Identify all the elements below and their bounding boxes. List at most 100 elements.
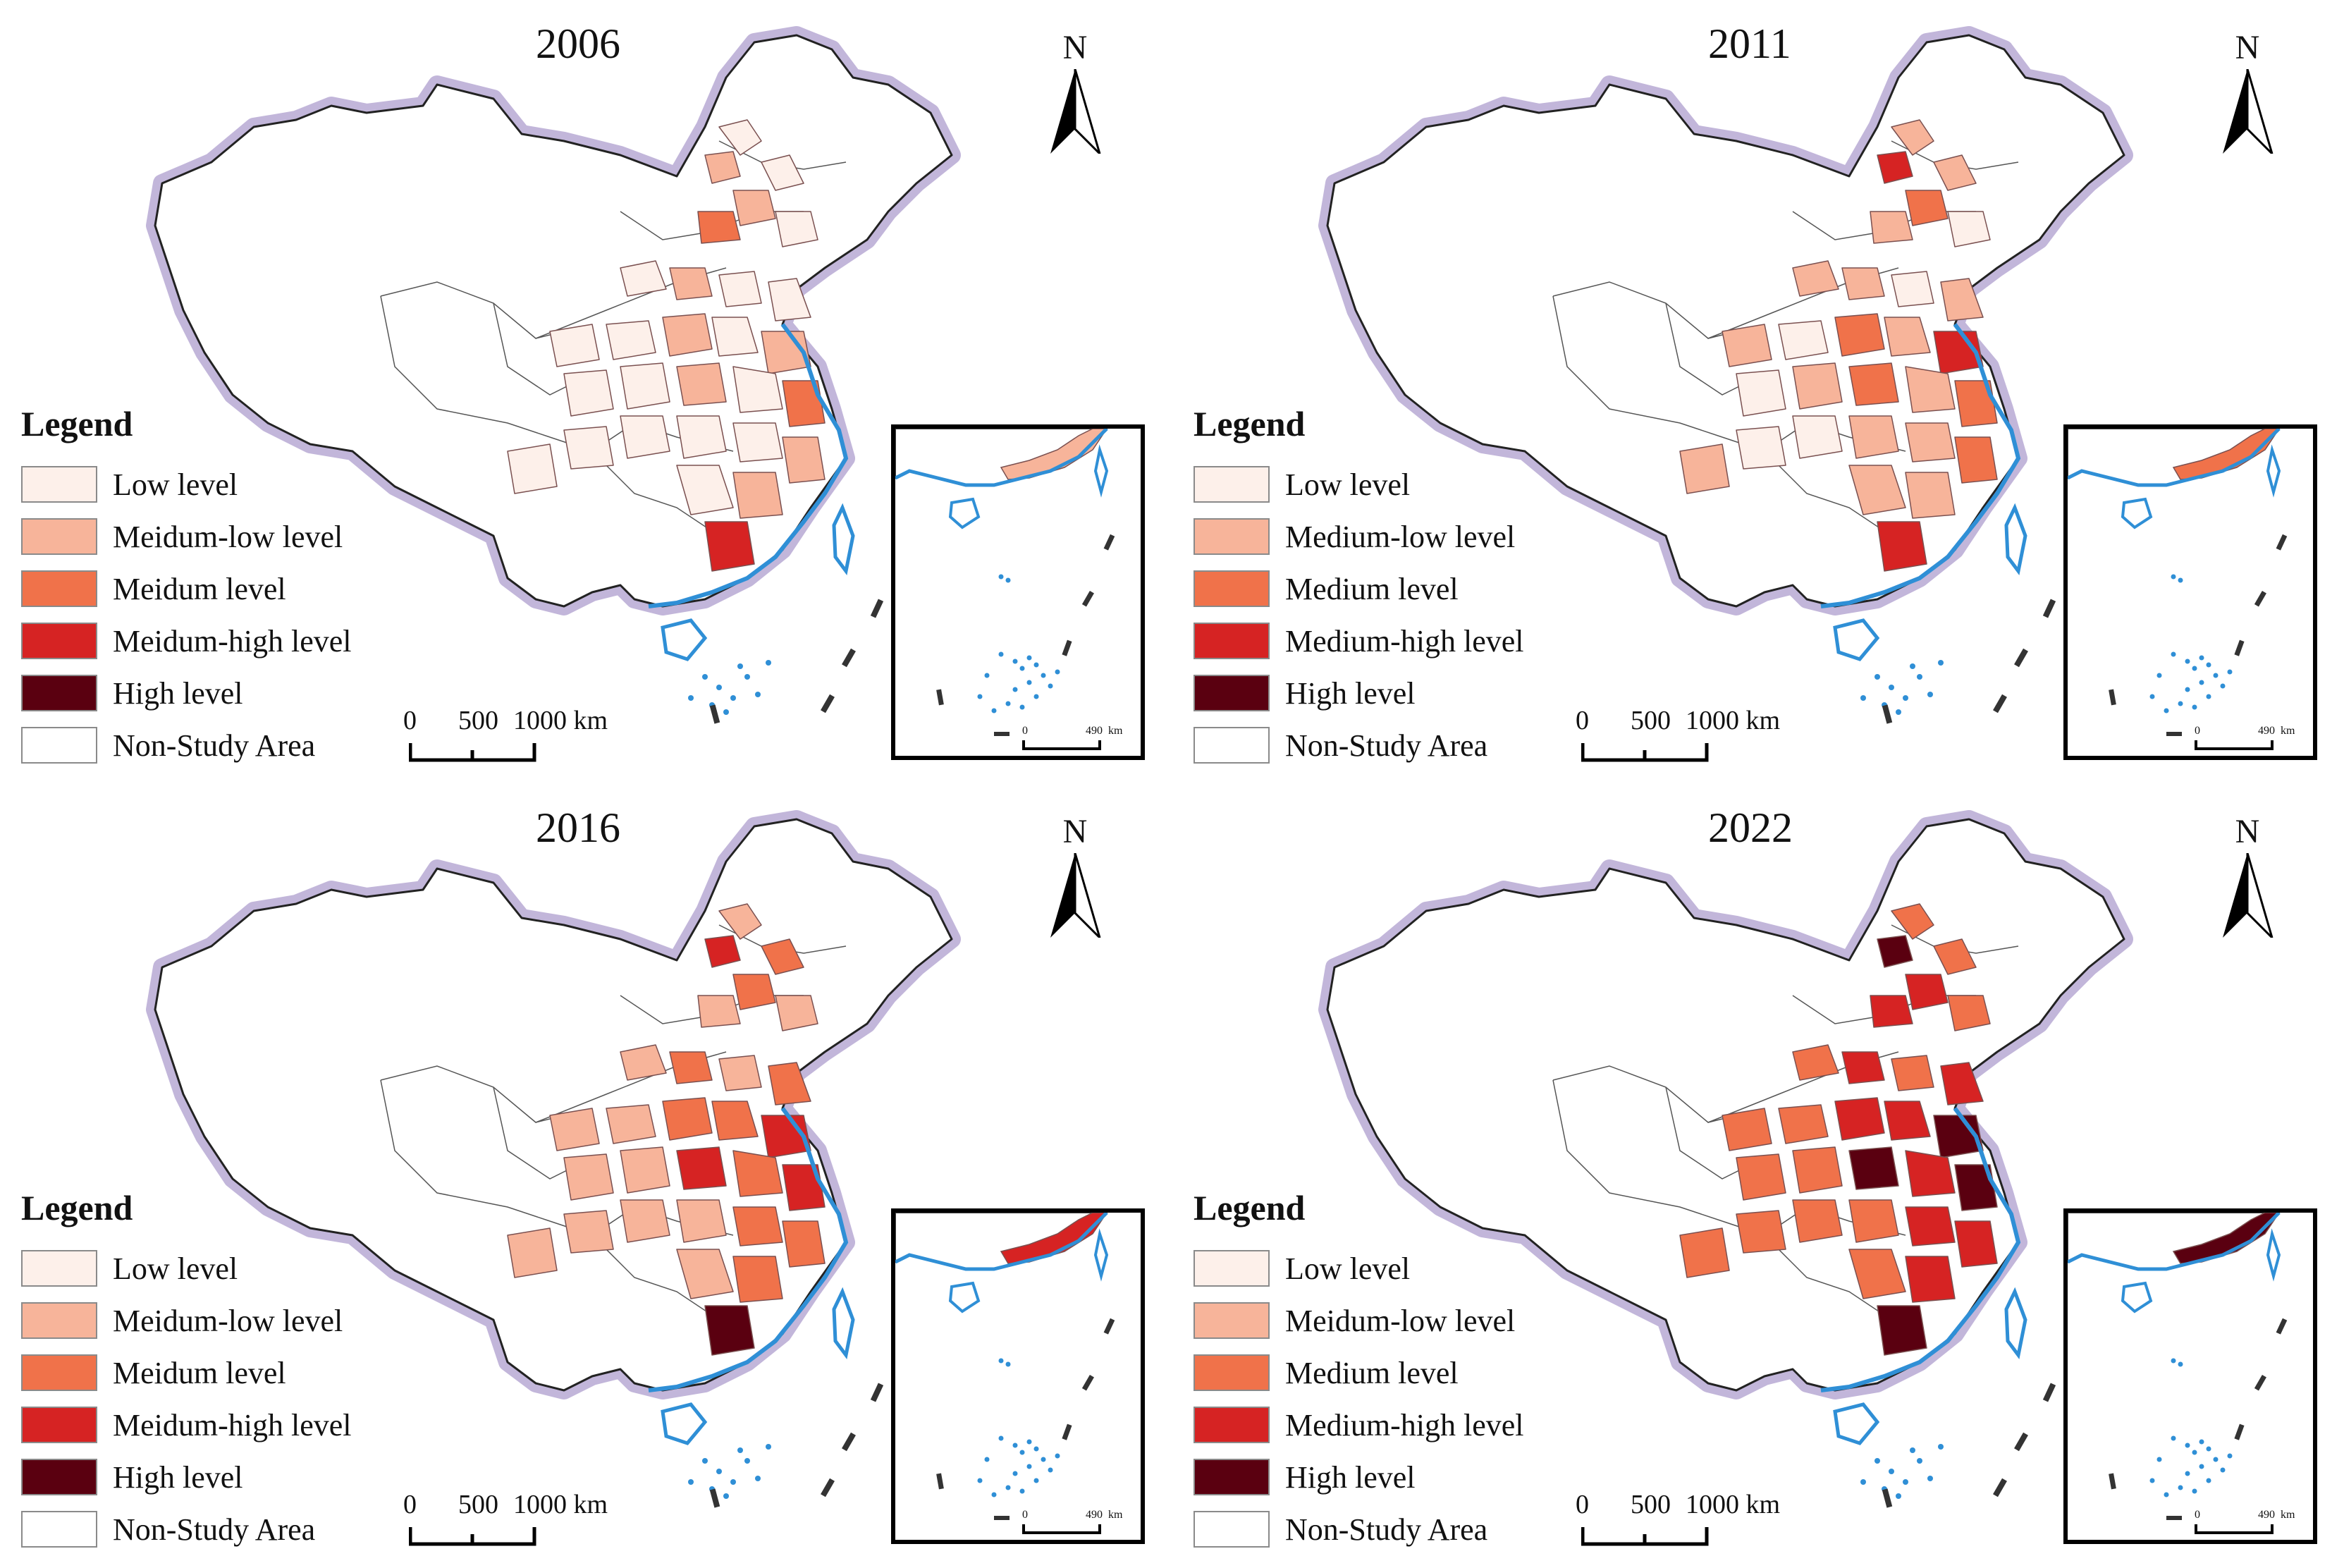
inset-island-dot xyxy=(2213,1457,2219,1462)
scale-bar: 0 500 1000 km xyxy=(1576,705,1821,768)
scale-tick-1: 500 xyxy=(1631,1490,1671,1519)
island-dot xyxy=(1938,660,1944,666)
study-region xyxy=(732,472,783,519)
inset-island-dot xyxy=(2149,1478,2155,1483)
inset-island-dot xyxy=(977,694,983,699)
china-map xyxy=(146,26,961,724)
inset-island-dot xyxy=(2171,1358,2176,1364)
north-arrow: N xyxy=(2216,812,2279,939)
island-dot xyxy=(1896,1493,1901,1499)
legend-item: Meidum-high level xyxy=(21,615,352,667)
legend-swatch xyxy=(21,623,97,659)
island-dot xyxy=(1938,1444,1944,1450)
inset-map xyxy=(2068,1213,2288,1520)
scale-tick-2: 1000 km xyxy=(513,1490,608,1519)
study-region xyxy=(782,436,826,484)
china-map xyxy=(146,810,961,1508)
legend-swatch xyxy=(1194,727,1270,764)
legend-item: Medium-low level xyxy=(1194,510,1524,563)
scale-tick-1: 500 xyxy=(1631,706,1671,735)
taiwan-island xyxy=(2004,503,2027,575)
inset-island-dot xyxy=(998,651,1004,657)
legend-swatch xyxy=(1194,1407,1270,1443)
north-label: N xyxy=(1062,813,1088,850)
study-region xyxy=(662,1097,713,1141)
inset-island-dot xyxy=(991,708,997,713)
scale-tick-2: 1000 km xyxy=(513,706,608,735)
inset-scale-tick-2: km xyxy=(1108,1509,1123,1521)
study-region xyxy=(1792,1199,1843,1243)
inset-island-dot xyxy=(2171,651,2176,657)
legend-label: Medium-high level xyxy=(1285,623,1524,659)
study-region xyxy=(697,995,741,1028)
inset-island-dot xyxy=(2213,673,2219,678)
study-region xyxy=(1905,190,1949,226)
island-dot xyxy=(1896,709,1901,715)
legend-label: Meidum level xyxy=(113,571,286,606)
study-region xyxy=(1884,1101,1931,1141)
scale-tick-1: 500 xyxy=(458,706,498,735)
hainan-island xyxy=(1833,618,1880,661)
study-region xyxy=(732,422,783,463)
study-region xyxy=(676,1199,727,1243)
legend-label: Meidum-high level xyxy=(113,1407,352,1443)
north-arrow-icon xyxy=(1050,69,1101,154)
legend: Legend Low level Medium-low level Medium l… xyxy=(1194,403,1524,771)
inset-island-dot xyxy=(2199,680,2204,685)
island-dot xyxy=(723,709,729,715)
inset-scale-tick-2: km xyxy=(2281,1509,2295,1521)
inset-island-dot xyxy=(2199,1464,2204,1469)
inset-island-dot xyxy=(1012,687,1018,692)
legend-item: High level xyxy=(21,1451,352,1503)
study-region xyxy=(1792,1044,1839,1081)
scale-bar: 0 500 1000 km xyxy=(1576,1489,1821,1552)
inset-island-dot xyxy=(1055,1453,1060,1459)
inset-island-dot xyxy=(998,1435,1004,1441)
study-region xyxy=(1954,1164,1998,1211)
inset-island-dot xyxy=(1012,1471,1018,1476)
island-dot xyxy=(688,1479,694,1485)
legend-item: Meidum-high level xyxy=(21,1399,352,1451)
island-dot xyxy=(716,1469,722,1474)
study-region xyxy=(1792,1146,1843,1194)
island-dot xyxy=(755,1476,761,1481)
study-region xyxy=(1722,324,1772,367)
inset-scale-tick-0: 0 xyxy=(1022,725,1028,737)
study-region xyxy=(1848,465,1906,515)
inset-island-dot xyxy=(2206,662,2211,668)
legend-swatch xyxy=(21,1354,97,1391)
hainan-island xyxy=(661,1402,708,1445)
legend-swatch xyxy=(21,1250,97,1287)
study-region xyxy=(704,1305,755,1356)
inset-island-dot xyxy=(2178,1485,2183,1490)
taiwan-island xyxy=(2004,1287,2027,1359)
inset-island-dot xyxy=(2178,1361,2183,1367)
study-region xyxy=(768,1062,811,1105)
inset-scale-tick-2: km xyxy=(1108,725,1123,737)
study-region xyxy=(620,415,670,459)
study-region xyxy=(704,521,755,572)
legend: Legend Low level Meidum-low level Meidum l… xyxy=(21,1187,352,1555)
study-region xyxy=(1834,313,1885,357)
legend-swatch xyxy=(1194,1511,1270,1548)
legend-label: Non-Study Area xyxy=(113,1512,316,1547)
legend-swatch xyxy=(21,518,97,555)
inset-island-dot xyxy=(1041,1457,1046,1462)
legend-item: Non-Study Area xyxy=(21,719,352,771)
study-region xyxy=(1848,415,1899,459)
panel-year-title: 2006 xyxy=(536,20,620,67)
inset-island-dot xyxy=(1019,1450,1025,1455)
legend-item: Medium level xyxy=(1194,563,1524,615)
island-dot xyxy=(744,1458,750,1464)
island-dot xyxy=(1917,674,1922,680)
scale-tick-0: 0 xyxy=(1576,1490,1589,1519)
legend-item: Meidum-low level xyxy=(21,510,352,563)
hainan-island xyxy=(661,618,708,661)
inset-island-dot xyxy=(2178,577,2183,583)
inset-scale-tick-0: 0 xyxy=(1022,1509,1028,1521)
legend-swatch xyxy=(1194,466,1270,503)
legend-label: Meidum-low level xyxy=(113,1303,343,1338)
inset-island-dot xyxy=(1041,673,1046,678)
legend-label: Meidum-low level xyxy=(1285,1303,1516,1338)
study-region xyxy=(669,267,713,300)
